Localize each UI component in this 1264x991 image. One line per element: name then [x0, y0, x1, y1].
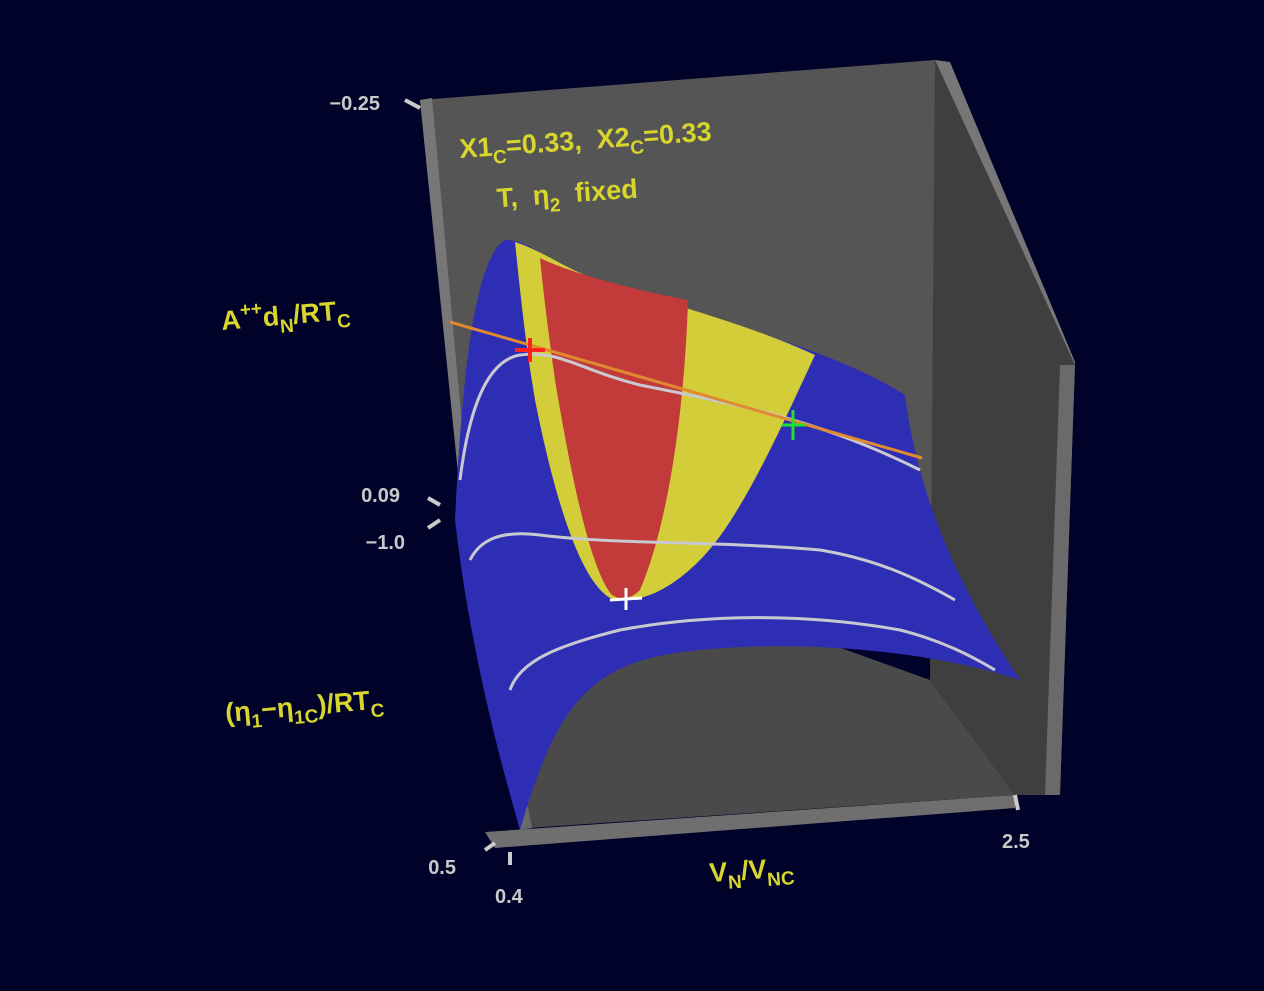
subscript: C: [336, 311, 352, 333]
text: −η: [260, 692, 295, 725]
text: =0.33: [642, 116, 712, 151]
tick-label: −0.25: [329, 93, 380, 115]
red-region: [540, 258, 688, 599]
axis-label: (η1−η1C)/RTC: [224, 684, 386, 735]
subscript: 2: [549, 195, 561, 217]
axis-label: A++dN/RTC: [220, 291, 353, 343]
text: (η: [224, 696, 252, 728]
marker-white: [609, 588, 643, 610]
tick-label: 0.5: [428, 857, 456, 879]
edge: [1045, 365, 1075, 795]
tick-label: −1.0: [366, 532, 405, 554]
text: /RT: [292, 296, 338, 330]
annotation: T, η2 fixed: [458, 172, 661, 223]
subscript: 1C: [293, 706, 319, 729]
subscript: NC: [767, 868, 796, 891]
marker-green: [782, 410, 805, 440]
text: T, η: [496, 180, 550, 214]
tick-label: 2.5: [1002, 831, 1030, 853]
axis-label: VN/VNC: [708, 852, 795, 895]
text: V: [708, 857, 728, 888]
subscript: C: [630, 137, 645, 159]
annotation: X1C=0.33, X2C=0.33: [458, 116, 713, 171]
text: )/RT: [316, 685, 371, 720]
subscript: N: [279, 316, 295, 338]
text: fixed: [559, 174, 639, 209]
text: d: [261, 301, 280, 332]
contour: [508, 616, 996, 691]
marker-red: [515, 338, 545, 362]
subscript: C: [492, 147, 507, 169]
text: A: [220, 304, 242, 336]
text: /V: [740, 854, 768, 886]
subscript: N: [727, 872, 742, 894]
subscript: C: [370, 700, 386, 722]
edge: [485, 795, 1015, 848]
text: X1: [458, 132, 493, 164]
edge: [935, 60, 1075, 365]
tick-marks: [404, 98, 1020, 865]
edge: [420, 98, 470, 512]
tick-label: 0.09: [361, 485, 400, 507]
subscript: 1: [251, 711, 264, 733]
contour: [468, 532, 956, 602]
tick-label: 0.4: [495, 886, 524, 908]
superscript: ++: [239, 298, 263, 321]
